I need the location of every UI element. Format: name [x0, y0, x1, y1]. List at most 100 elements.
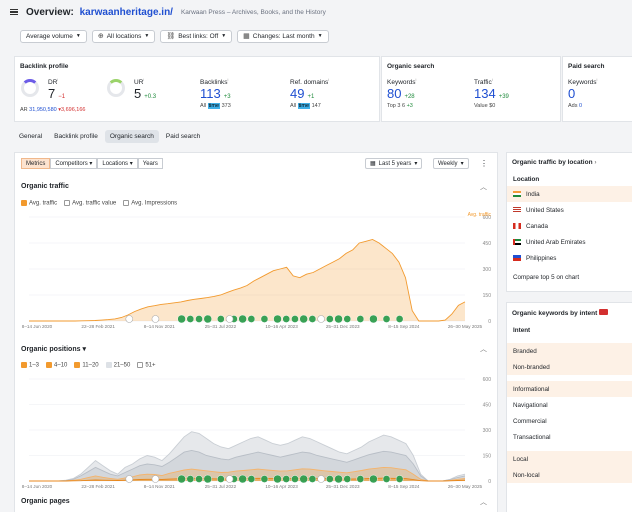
top-bar: Overview: karwaanheritage.in/ Karwaan Pr…	[0, 0, 632, 24]
metrics-toolbar: Metrics Competitors ▾ Locations ▾ Years	[21, 158, 163, 169]
chevron-down-icon: ▾	[414, 161, 418, 167]
x-tick-label: 10–16 Apr 2023	[265, 484, 298, 489]
annotation-marker	[299, 474, 308, 484]
globe-icon: ⊕	[97, 33, 104, 40]
legend-item[interactable]: 21–50	[105, 362, 130, 369]
annotation-marker	[151, 475, 160, 483]
panel-title[interactable]: Organic traffic by location ›	[512, 159, 597, 166]
intent-row[interactable]: Navigational	[513, 401, 548, 409]
x-tick-label: 25–31 Jul 2022	[205, 324, 237, 329]
legend-item[interactable]: Avg. traffic value	[64, 200, 116, 207]
annotation-marker	[369, 314, 378, 324]
x-tick-label: 25–31 Dec 2023	[326, 324, 360, 329]
x-tick-label: 8–14 Jun 2020	[22, 484, 53, 489]
x-tick-label: 25–31 Dec 2023	[326, 484, 360, 489]
collapse-icon[interactable]: ︿	[480, 346, 487, 353]
collapse-icon[interactable]: ︿	[480, 499, 487, 506]
location-row[interactable]: United States	[507, 202, 632, 218]
intent-row[interactable]: Commercial	[513, 417, 547, 425]
annotation-marker	[282, 475, 291, 483]
annotation-marker	[273, 314, 282, 324]
intent-row[interactable]: Branded	[507, 343, 632, 359]
range-select[interactable]: ▦ Last 5 years ▾	[365, 158, 423, 169]
ur-metric[interactable]: URi 5 +0.3	[134, 77, 157, 102]
series-area	[29, 450, 465, 481]
philippines-flag-icon	[513, 255, 521, 261]
y-tick-label: 300	[483, 267, 492, 273]
card-title: Backlink profile	[20, 63, 69, 70]
compare-link[interactable]: Compare top 5 on chart	[513, 273, 580, 281]
intent-row[interactable]: Local	[507, 451, 632, 467]
link-icon: ⛓	[166, 33, 176, 40]
paid-search-card: Paid search Keywordsi 0 Ads 0	[562, 56, 632, 122]
annotation-marker	[273, 474, 282, 484]
y-tick-label: 0	[488, 479, 491, 485]
tab-paid-search[interactable]: Paid search	[165, 133, 201, 140]
best-links-filter[interactable]: ⛓ Best links: Off ▼	[160, 29, 233, 43]
more-icon[interactable]: ⋮	[480, 159, 488, 168]
series-area	[29, 239, 465, 321]
ref-domains-metric[interactable]: Ref. domainsi 49 +1 All time 147	[290, 77, 330, 110]
y-tick-label: 450	[483, 241, 492, 247]
locations-button[interactable]: Locations ▾	[97, 158, 138, 169]
legend-item[interactable]: 4–10	[46, 362, 67, 369]
menu-icon[interactable]	[10, 8, 18, 16]
changes-filter[interactable]: ▦ Changes: Last month ▼	[237, 29, 329, 43]
location-row[interactable]: Philippines	[507, 250, 632, 266]
chevron-down-icon: ▼	[317, 33, 323, 39]
series-line	[29, 431, 466, 482]
intent-row[interactable]: Transactional	[513, 433, 551, 441]
tab-backlink-profile[interactable]: Backlink profile	[54, 133, 98, 140]
metrics-button[interactable]: Metrics	[21, 158, 51, 169]
annotation-marker	[299, 314, 308, 324]
backlinks-metric[interactable]: Backlinksi 113 +3 All time 373	[200, 77, 231, 110]
years-button[interactable]: Years	[137, 158, 163, 169]
legend-item[interactable]: Avg. Impressions	[123, 200, 177, 207]
legend-item[interactable]: 11–20	[74, 362, 99, 369]
paid-keywords-metric[interactable]: Keywordsi 0 Ads 0	[568, 77, 598, 110]
intent-row[interactable]: Non-branded	[507, 359, 632, 375]
dr-metric[interactable]: DRi 7 −1	[48, 77, 66, 102]
organic-positions-title[interactable]: Organic positions ▾	[21, 346, 86, 353]
organic-traffic-chart[interactable]: 600 450 300 150 0 Avg. traffic 8–14 Jun 2020 22…	[15, 211, 499, 333]
collapse-icon[interactable]: ︿	[480, 184, 487, 191]
intent-row[interactable]: Informational	[507, 381, 632, 397]
annotation-marker	[334, 314, 343, 324]
location-row[interactable]: India	[507, 186, 632, 202]
location-row[interactable]: United Arab Emirates	[507, 234, 632, 250]
annotation-marker	[238, 314, 247, 324]
filter-bar: Average volume ▼ ⊕ All locations ▼ ⛓ Best li…	[0, 24, 632, 48]
y-tick-label: 0	[488, 319, 491, 325]
main-panel: Metrics Competitors ▾ Locations ▾ Years …	[14, 152, 498, 512]
volume-filter[interactable]: Average volume ▼	[20, 29, 87, 43]
uae-flag-icon	[513, 239, 521, 245]
annotation-marker	[225, 475, 234, 483]
domain-link[interactable]: karwaanheritage.in/	[79, 6, 173, 18]
tab-general[interactable]: General	[19, 133, 43, 140]
calendar-icon: ▦	[370, 161, 376, 167]
location-row[interactable]: Canada	[507, 218, 632, 234]
x-tick-label: 26–30 May 2025	[448, 324, 483, 329]
location-filter[interactable]: ⊕ All locations ▼	[91, 29, 156, 43]
x-tick-label: 10–16 Apr 2023	[265, 324, 298, 329]
annotation-marker	[186, 475, 195, 483]
traffic-metric[interactable]: Traffici 134 +39 Value $0	[474, 77, 509, 110]
organic-positions-chart[interactable]: 600 450 300 150 0 8–14 Jun 2020 22–28 Feb 2021…	[15, 373, 499, 493]
new-badge-icon	[599, 309, 609, 315]
legend-item[interactable]: 1–3	[21, 362, 39, 369]
tab-organic-search[interactable]: Organic search	[104, 130, 159, 143]
card-title: Organic search	[387, 63, 435, 70]
annotation-marker	[247, 475, 256, 483]
legend-item[interactable]: 51+	[137, 362, 156, 369]
legend-item[interactable]: Avg. traffic	[21, 200, 57, 207]
x-tick-label: 22–28 Feb 2021	[81, 484, 115, 489]
intent-row[interactable]: Non-local	[507, 467, 632, 483]
ar-metric: AR 31,950,580 ▾3,696,166	[20, 107, 86, 113]
annotation-marker	[308, 475, 317, 483]
positions-legend: 1–3 4–10 11–20 21–50 51+	[21, 362, 156, 369]
interval-select[interactable]: Weekly ▾	[433, 158, 469, 169]
annotation-marker	[308, 315, 317, 323]
competitors-button[interactable]: Competitors ▾	[50, 158, 98, 169]
keywords-metric[interactable]: Keywordsi 80 +28 Top 3 6 +3	[387, 77, 417, 110]
calendar-icon: ▦	[243, 33, 250, 40]
